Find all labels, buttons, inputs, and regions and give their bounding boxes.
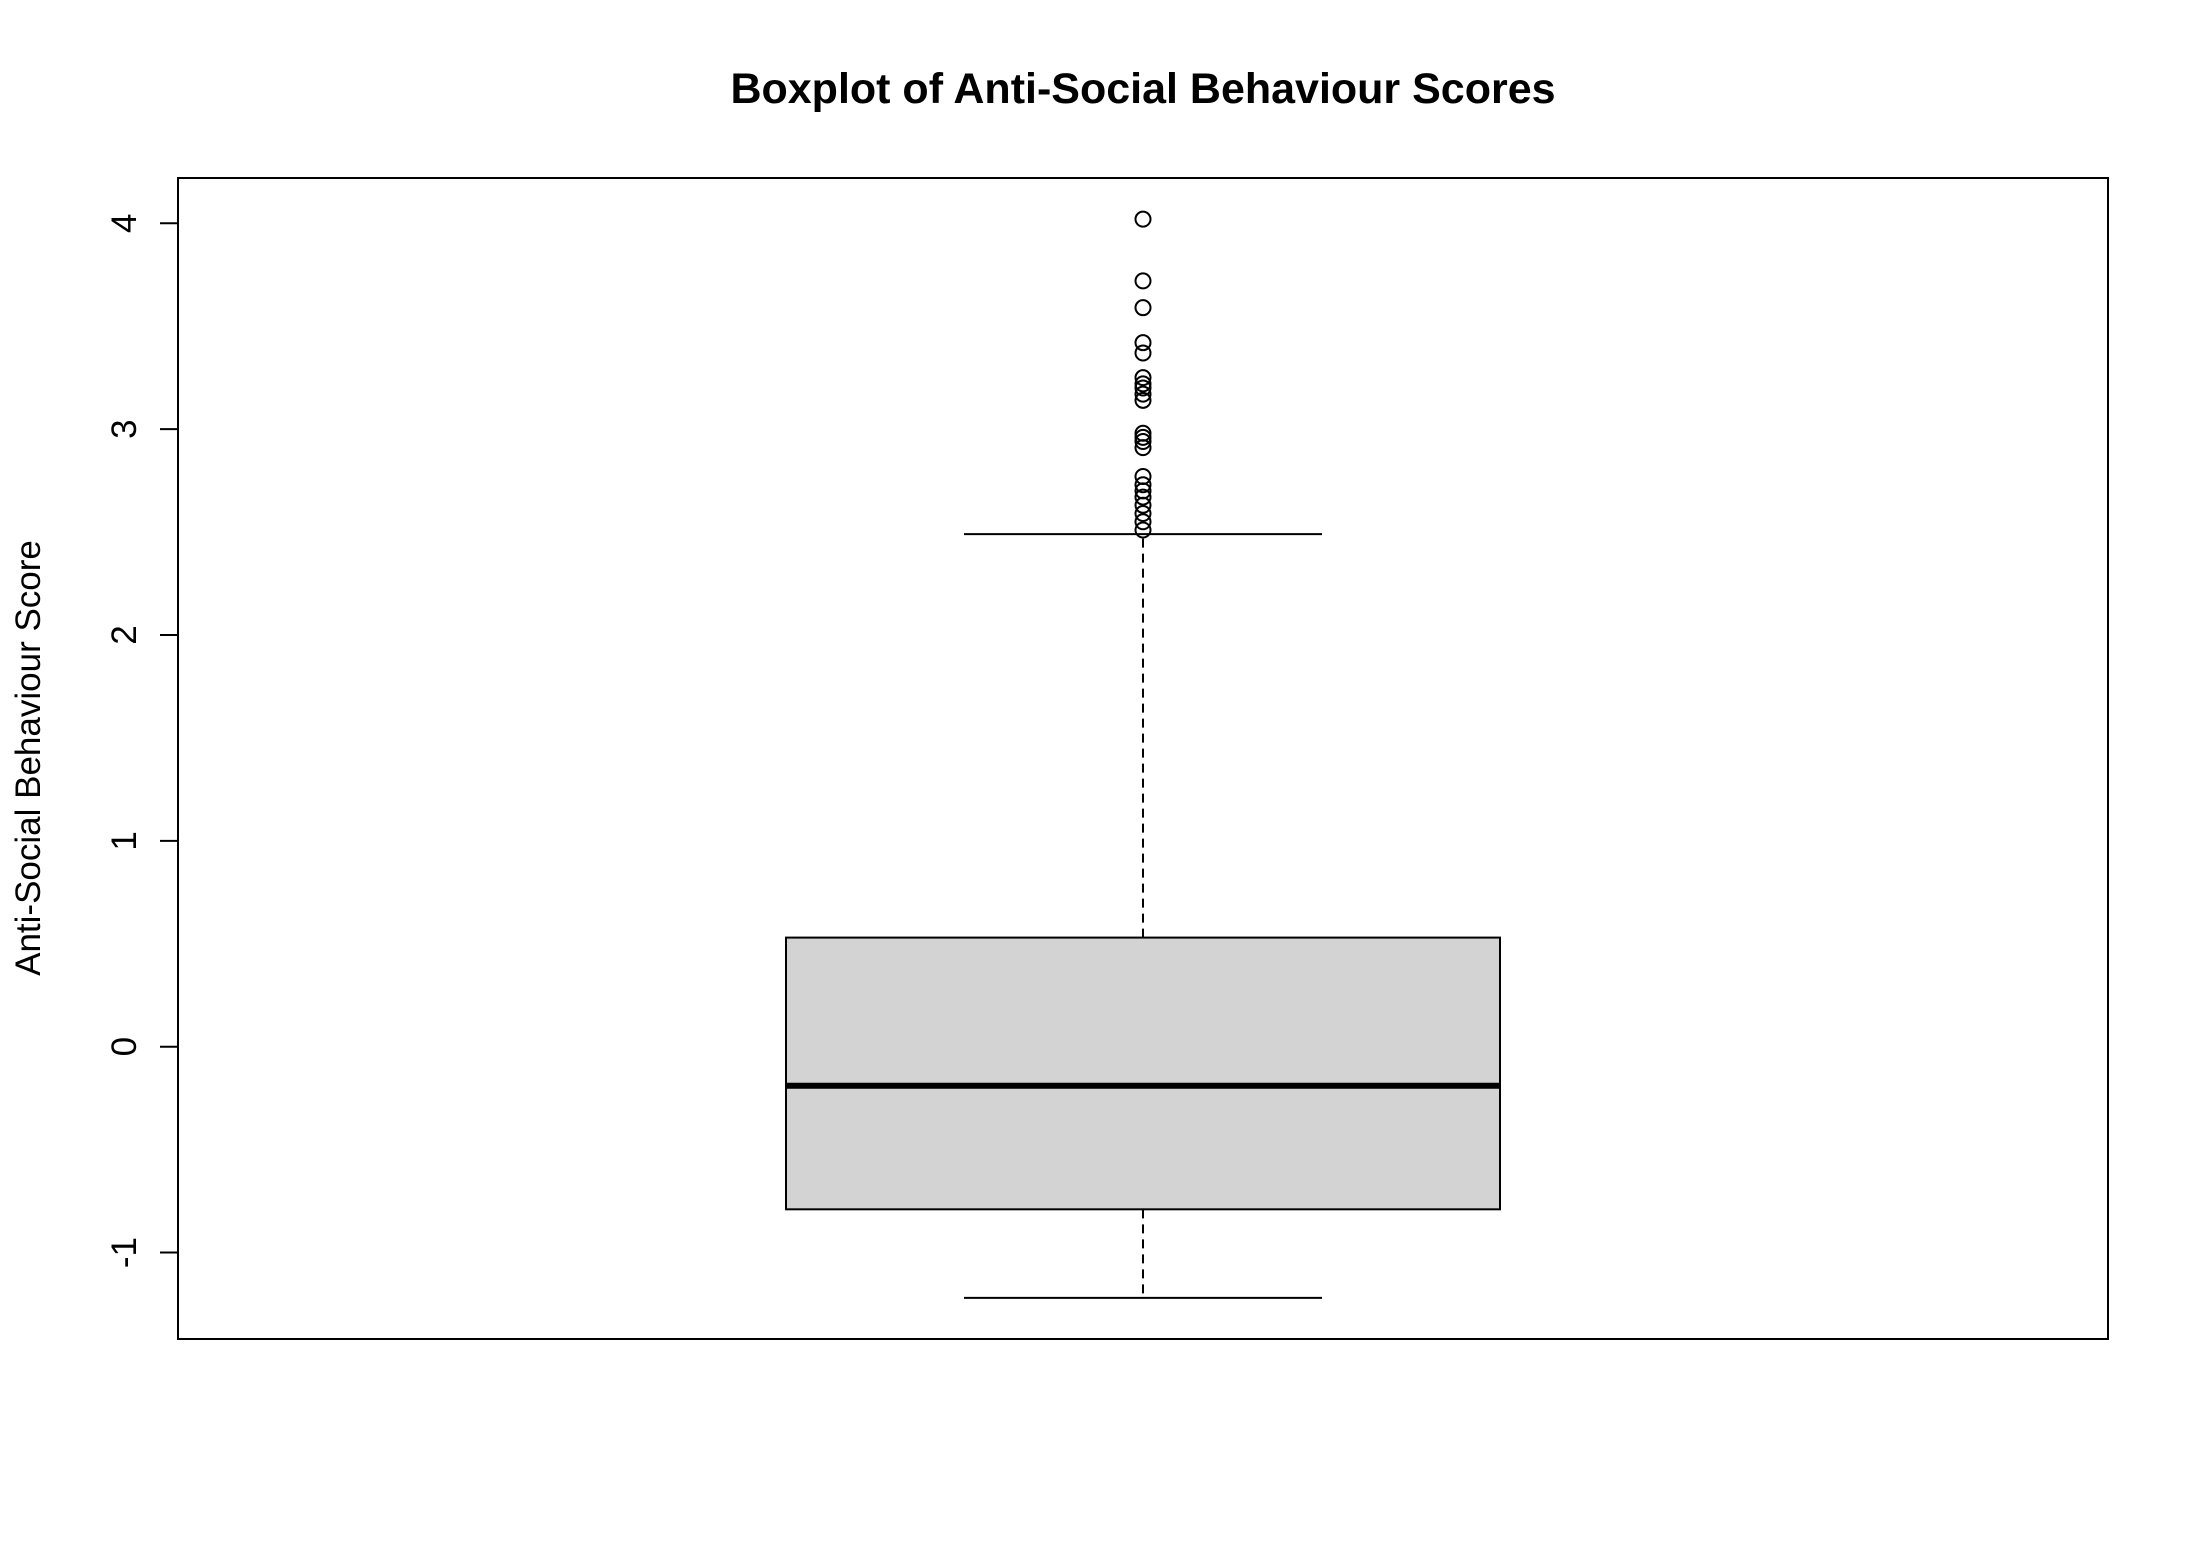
outlier-point <box>1134 344 1152 362</box>
outlier-point <box>1134 334 1152 352</box>
y-tick-label: 2 <box>105 625 144 644</box>
chart-title: Boxplot of Anti-Social Behaviour Scores <box>730 65 1555 113</box>
outlier-point <box>1134 379 1152 397</box>
y-tick-label: 4 <box>105 214 144 233</box>
outlier-point <box>1134 521 1152 539</box>
y-tick-label: 0 <box>105 1037 144 1056</box>
y-axis-label: Anti-Social Behaviour Score <box>9 540 48 976</box>
outlier-point <box>1134 476 1152 494</box>
y-tick-label: 1 <box>105 831 144 850</box>
outlier-point <box>1134 424 1152 442</box>
outlier-point <box>1134 467 1152 485</box>
outlier-point <box>1134 432 1152 450</box>
outlier-point <box>1134 488 1152 506</box>
y-tick-label: -1 <box>105 1237 144 1268</box>
outlier-point <box>1134 385 1152 403</box>
outlier-point <box>1134 210 1152 228</box>
outlier-point <box>1134 375 1152 393</box>
outlier-point <box>1134 299 1152 317</box>
outlier-point <box>1134 428 1152 446</box>
y-tick-label: 3 <box>105 419 144 438</box>
plot-area <box>785 210 1501 1299</box>
outlier-point <box>1134 369 1152 387</box>
outlier-point <box>1134 272 1152 290</box>
outlier-point <box>1134 391 1152 409</box>
outlier-point <box>1134 513 1152 531</box>
outlier-point <box>1134 505 1152 523</box>
iqr-box <box>785 936 1501 1211</box>
